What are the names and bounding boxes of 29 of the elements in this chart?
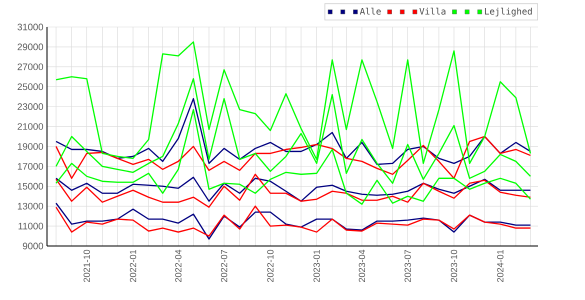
y-tick-label: 27000 bbox=[18, 63, 44, 70]
x-tick-label: 2023-04 bbox=[358, 250, 366, 282]
x-tick-label: 2021-10 bbox=[84, 250, 90, 282]
y-tick-label: 9000 bbox=[22, 242, 44, 250]
y-tick-label: 11000 bbox=[18, 222, 44, 230]
y-tick-label: 13000 bbox=[18, 202, 44, 210]
y-tick-label: 23000 bbox=[18, 103, 44, 110]
y-tick-label: 25000 bbox=[18, 83, 44, 90]
y-tick-label: 19000 bbox=[18, 143, 44, 150]
x-tick-label: 2022-01 bbox=[130, 250, 136, 282]
y-tick-label: 29000 bbox=[18, 44, 44, 50]
y-tick-label: 21000 bbox=[18, 123, 44, 130]
line-series bbox=[55, 136, 532, 179]
legend-label: Alle bbox=[360, 8, 381, 15]
x-tick-label: 2022-04 bbox=[175, 250, 182, 282]
legend-label: Lejlighed bbox=[484, 8, 532, 16]
y-tick-label: 15000 bbox=[18, 182, 44, 190]
y-tick-label: 31000 bbox=[18, 24, 44, 30]
x-tick-label: 2023-10 bbox=[450, 250, 458, 282]
x-tick-label: 2022-07 bbox=[220, 250, 228, 282]
line-series bbox=[55, 174, 532, 208]
x-tick-label: 2023-07 bbox=[404, 250, 411, 282]
legend-label: Villa bbox=[419, 8, 446, 15]
x-tick-label: 2022-10 bbox=[267, 250, 274, 282]
line-series bbox=[55, 108, 532, 205]
x-tick-label: 2023-01 bbox=[313, 250, 320, 282]
x-tick-label: 2024-01 bbox=[497, 250, 504, 282]
line-series bbox=[55, 98, 532, 166]
y-tick-label: 17000 bbox=[18, 163, 44, 170]
